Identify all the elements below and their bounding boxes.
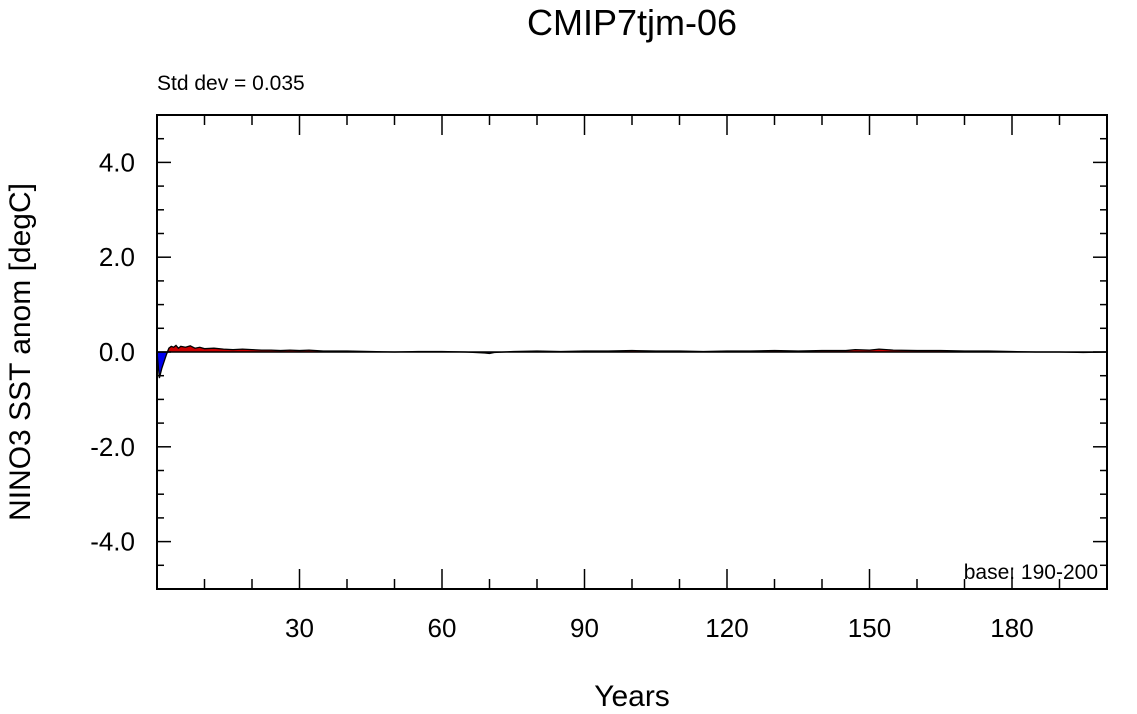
plot-frame (156, 114, 1108, 590)
anomaly-line (156, 344, 1108, 379)
y-axis-label: NINO3 SST anom [degC] (4, 183, 37, 521)
y-tick-label: -2.0 (90, 432, 135, 462)
x-tick-label: 60 (428, 613, 457, 643)
y-tick-label: 0.0 (99, 337, 135, 367)
y-tick-label: 4.0 (99, 147, 135, 177)
std-dev-label: Std dev = 0.035 (157, 72, 305, 95)
y-tick-labels: 4.0 2.0 0.0 -2.0 -4.0 (90, 147, 135, 556)
x-tick-label: 30 (285, 613, 314, 643)
x-tick-labels: 30 60 90 120 150 180 (285, 613, 1034, 643)
x-tick-label: 120 (705, 613, 748, 643)
negative-anomaly-fill (157, 352, 1107, 379)
x-tick-label: 150 (848, 613, 891, 643)
y-tick-label: 2.0 (99, 242, 135, 272)
tick-marks (157, 114, 1107, 590)
x-tick-label: 180 (990, 613, 1033, 643)
series-layer (156, 344, 1108, 379)
x-axis-label: Years (594, 680, 670, 713)
base-period-label: base: 190-200 (964, 561, 1098, 584)
x-tick-label: 90 (570, 613, 599, 643)
chart-title: CMIP7tjm-06 (527, 2, 737, 43)
y-tick-label: -4.0 (90, 527, 135, 557)
